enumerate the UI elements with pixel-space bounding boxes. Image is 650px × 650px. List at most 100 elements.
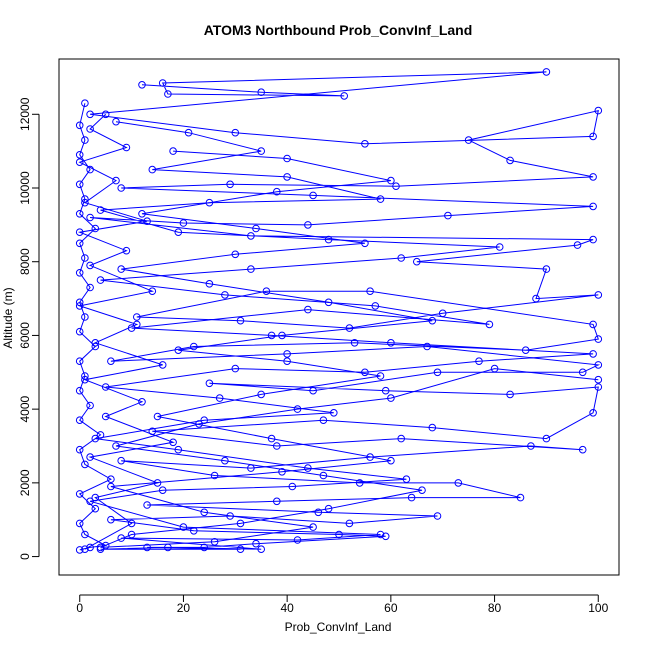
data-point (387, 456, 395, 465)
data-point (101, 110, 110, 119)
data-point (594, 106, 603, 115)
data-point (594, 291, 603, 299)
data-point (397, 254, 406, 262)
data-point (221, 291, 229, 299)
data-point (221, 456, 229, 465)
data-point (293, 536, 302, 544)
data-point (231, 250, 240, 259)
chart-title: ATOM3 Northbound Prob_ConvInf_Land (204, 22, 473, 38)
data-point (81, 254, 89, 262)
data-point (267, 434, 276, 443)
data-point (594, 335, 603, 343)
data-point (278, 331, 286, 340)
series-line (100, 150, 599, 548)
y-tick-label: 6000 (18, 322, 32, 349)
data-point (133, 313, 141, 321)
data-point (273, 497, 281, 506)
data-point (143, 501, 151, 509)
data-point (81, 313, 89, 321)
data-point (589, 132, 597, 141)
data-point (418, 486, 426, 495)
data-point (257, 390, 266, 399)
data-point (138, 210, 146, 218)
data-point (573, 241, 582, 249)
data-point (179, 523, 188, 531)
x-tick-label: 40 (280, 601, 294, 615)
data-point (335, 530, 343, 539)
data-point (117, 534, 125, 542)
data-point (506, 156, 514, 165)
data-point (309, 191, 317, 200)
data-point (252, 539, 260, 548)
data-point (75, 546, 84, 554)
data-point (428, 316, 437, 325)
data-point (86, 110, 94, 119)
data-point (75, 151, 84, 159)
data-point (350, 339, 359, 347)
data-point (86, 283, 94, 292)
data-point (532, 294, 540, 303)
x-tick-label: 20 (177, 601, 191, 615)
y-tick-label: 8000 (18, 248, 32, 275)
x-tick-label: 60 (384, 601, 398, 615)
data-point (464, 136, 473, 144)
data-point (304, 221, 312, 229)
data-point (283, 350, 291, 358)
data-point (148, 165, 157, 174)
data-point (236, 545, 245, 554)
plot-area (75, 68, 603, 554)
data-point (86, 543, 94, 552)
data-point (278, 468, 286, 476)
data-point (594, 375, 603, 384)
data-point (112, 117, 120, 126)
data-point (309, 523, 317, 531)
data-point (81, 545, 89, 554)
data-point (75, 445, 84, 454)
data-point (247, 265, 255, 273)
plot-frame (58, 58, 620, 576)
data-point (387, 394, 395, 402)
data-point (86, 213, 94, 222)
data-point (122, 143, 131, 152)
data-point (75, 386, 84, 395)
data-point (273, 442, 281, 450)
data-point (75, 180, 84, 189)
data-point (236, 519, 245, 528)
data-point (91, 224, 100, 233)
data-point (91, 339, 100, 347)
data-point (283, 173, 291, 181)
data-point (190, 342, 198, 351)
data-point (86, 497, 94, 506)
data-point (257, 88, 266, 96)
data-point (366, 287, 374, 296)
data-point (542, 265, 551, 273)
data-point (96, 543, 105, 552)
data-point (195, 420, 203, 428)
data-point (594, 383, 603, 391)
data-point (127, 530, 136, 539)
data-point (138, 81, 146, 89)
data-point (75, 302, 84, 310)
data-point (184, 128, 193, 137)
data-point (428, 423, 437, 432)
data-point (376, 195, 385, 203)
x-axis-label: Prob_ConvInf_Land (285, 620, 392, 634)
data-point (143, 217, 151, 225)
data-point (205, 379, 214, 388)
data-point (438, 309, 447, 318)
data-point (589, 320, 597, 329)
data-point (273, 187, 281, 196)
data-point (283, 357, 291, 366)
data-point (257, 545, 266, 554)
data-point (91, 504, 100, 513)
data-point (112, 176, 120, 185)
data-point (164, 90, 172, 98)
data-point (454, 479, 463, 487)
y-axis: 0 2000 4000 6000 8000 10000 12000 (18, 97, 40, 560)
data-point (361, 140, 369, 148)
data-point (75, 210, 84, 218)
data-point (169, 438, 177, 447)
data-point (521, 346, 530, 355)
data-point (143, 543, 151, 552)
data-point (387, 339, 395, 347)
